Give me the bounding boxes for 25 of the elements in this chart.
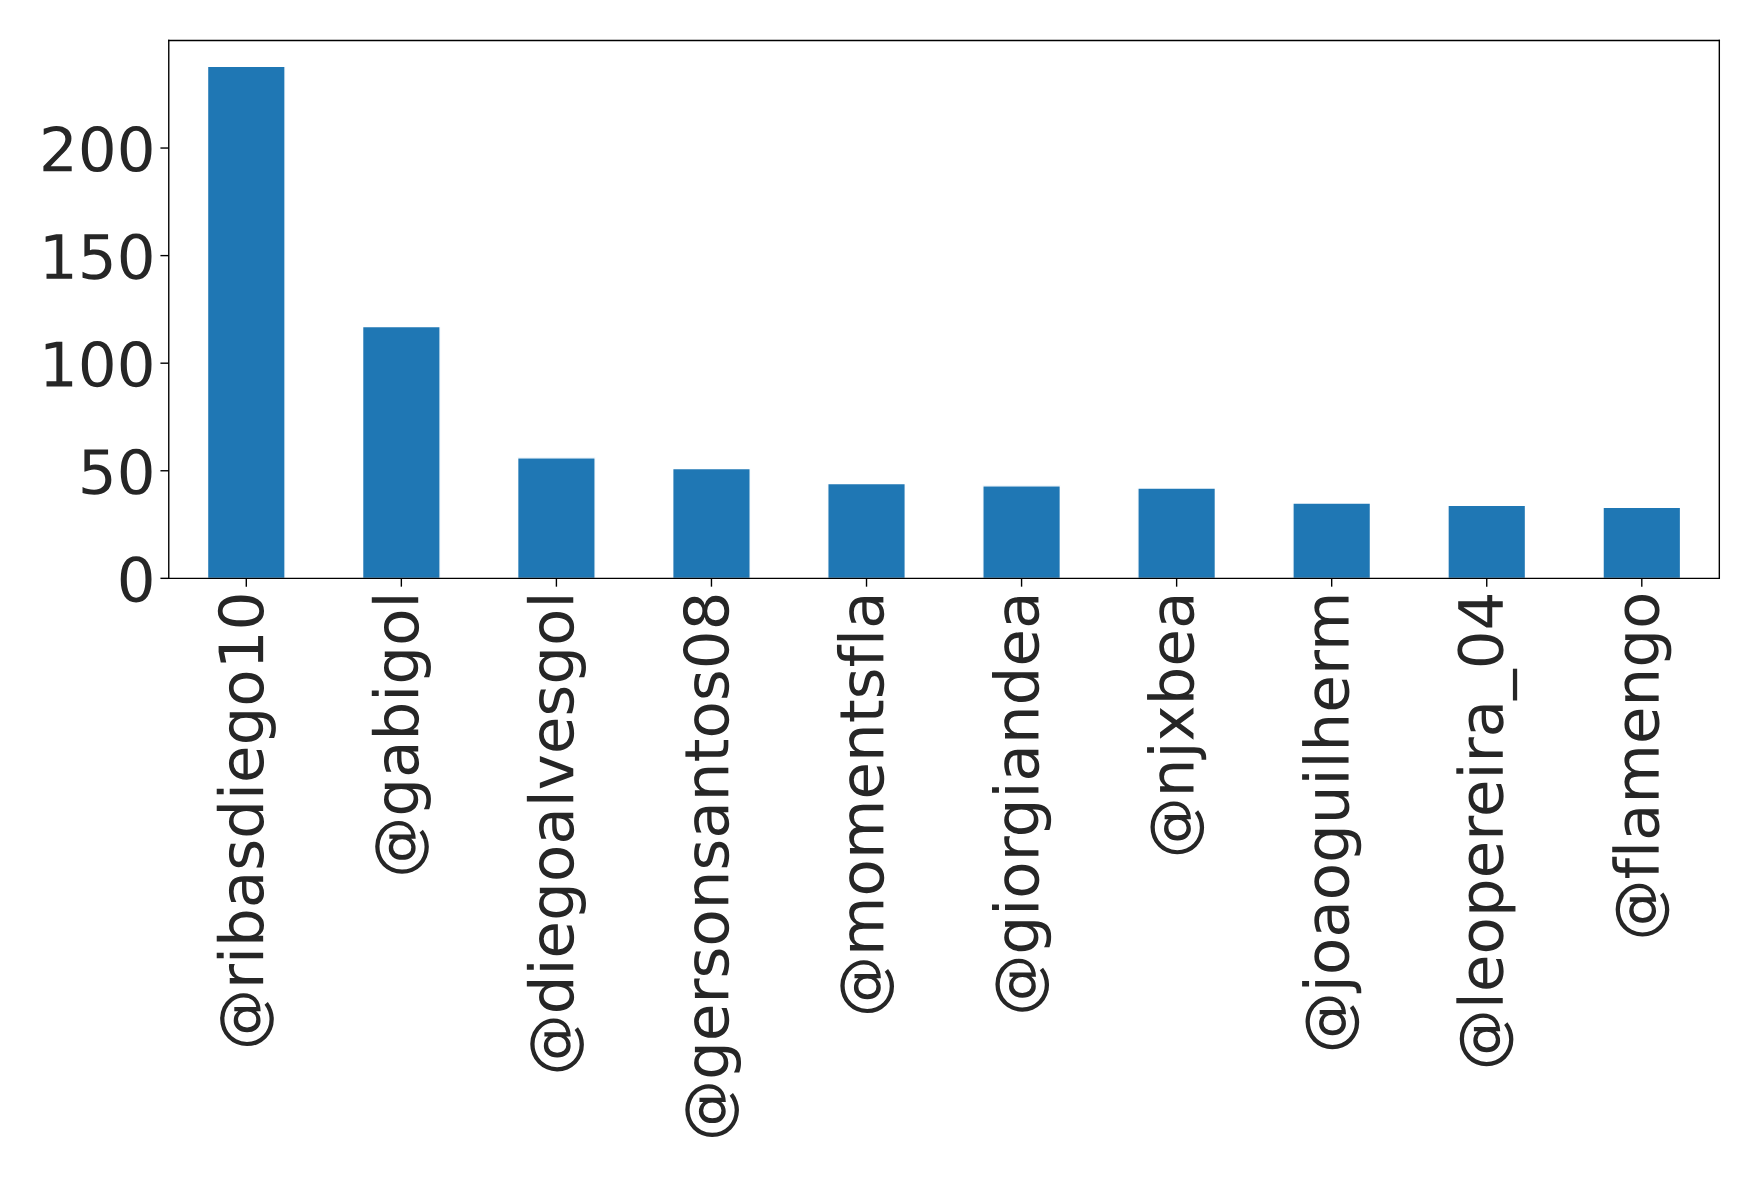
x-tick-label: @giorgiandea	[992, 597, 1052, 1012]
x-tick-label: @njxbea	[1147, 597, 1207, 855]
x-tick-label: @joaoguilherm	[1302, 596, 1362, 1050]
bar	[1292, 502, 1372, 579]
x-tick-label: @gabigol	[371, 597, 431, 874]
bar	[361, 325, 441, 579]
bar	[206, 65, 286, 579]
bar	[516, 457, 596, 579]
x-tick-label: @flamengo	[1612, 594, 1672, 937]
x-tick-label: @leopereira_04	[1456, 594, 1518, 1067]
y-tick-label: 0	[120, 556, 152, 603]
bar	[1447, 504, 1527, 579]
x-tick-label: @momentsfla	[836, 597, 895, 1014]
bar	[1137, 487, 1217, 579]
bar	[672, 467, 751, 579]
y-tick-label: 100	[45, 341, 152, 388]
bar	[982, 485, 1062, 579]
y-tick-label: 200	[43, 125, 152, 173]
y-tick-label: 150	[45, 233, 152, 280]
x-tick-label: @gersonsantos08	[682, 595, 742, 1138]
bar	[827, 482, 906, 579]
x-tick-label: @ribasdiego10	[216, 595, 276, 1047]
x-tick-label: @diegoalvesgol	[526, 597, 586, 1072]
bar	[1602, 506, 1682, 579]
y-tick-label: 50	[82, 448, 152, 495]
